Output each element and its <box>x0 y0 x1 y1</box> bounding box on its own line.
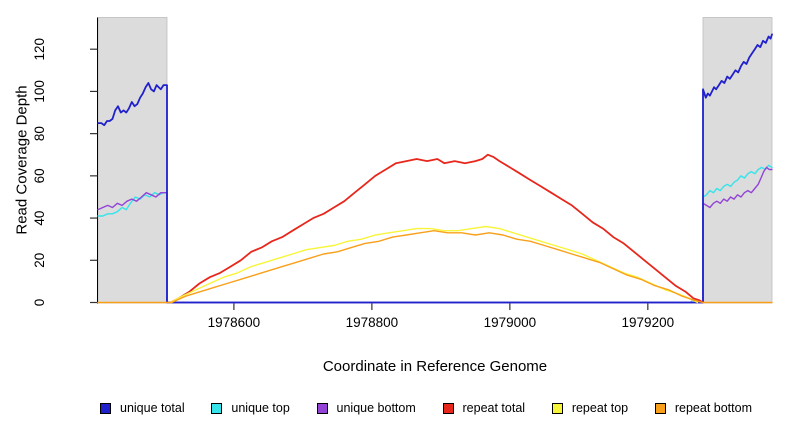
legend-swatch-repeat-top <box>551 402 563 414</box>
shaded-region <box>97 17 168 304</box>
legend-label: repeat bottom <box>674 401 752 415</box>
legend-swatch-repeat-total <box>442 402 454 414</box>
x-tick-label: 1978800 <box>346 315 399 330</box>
legend-item-unique-bottom: unique bottom <box>316 401 416 415</box>
x-axis-title: Coordinate in Reference Genome <box>322 358 548 375</box>
legend-item-repeat-bottom: repeat bottom <box>654 401 752 415</box>
y-tick-label: 120 <box>32 38 47 61</box>
shaded-region <box>702 17 773 304</box>
legend-swatch-unique-total <box>100 402 111 414</box>
legend-label: repeat top <box>571 401 629 415</box>
y-tick-label: 60 <box>32 168 47 183</box>
series-line-repeat-bottom <box>97 229 773 304</box>
legend-label: unique total <box>120 401 185 415</box>
legend-label: unique top <box>231 401 290 415</box>
legend-item-repeat-top: repeat top <box>551 401 629 415</box>
legend-item-repeat-total: repeat total <box>442 401 526 415</box>
legend-item-unique-top: unique top <box>211 401 290 415</box>
y-tick-label: 100 <box>32 80 47 103</box>
y-tick-label: 0 <box>32 299 47 307</box>
legend-swatch-unique-bottom <box>316 402 328 414</box>
y-tick-label: 20 <box>32 253 47 268</box>
series-line-repeat-top <box>169 225 699 304</box>
legend-item-unique-total: unique total <box>100 401 185 415</box>
series-line-unique-bottom <box>97 166 773 304</box>
x-tick-label: 1979000 <box>484 315 537 330</box>
y-tick-label: 80 <box>32 126 47 141</box>
legend-label: unique bottom <box>336 401 416 415</box>
series-line-unique-total <box>97 33 773 304</box>
x-tick-label: 1979200 <box>622 315 675 330</box>
chart-legend: unique total unique top unique bottom repea… <box>100 401 752 415</box>
legend-swatch-unique-top <box>211 402 223 414</box>
y-axis-title: Read Coverage Depth <box>13 85 31 235</box>
y-tick-label: 40 <box>32 211 47 226</box>
x-tick-label: 1978600 <box>208 315 261 330</box>
series-line-repeat-total <box>169 153 704 304</box>
legend-label: repeat total <box>462 401 526 415</box>
legend-swatch-repeat-bottom <box>654 402 666 414</box>
